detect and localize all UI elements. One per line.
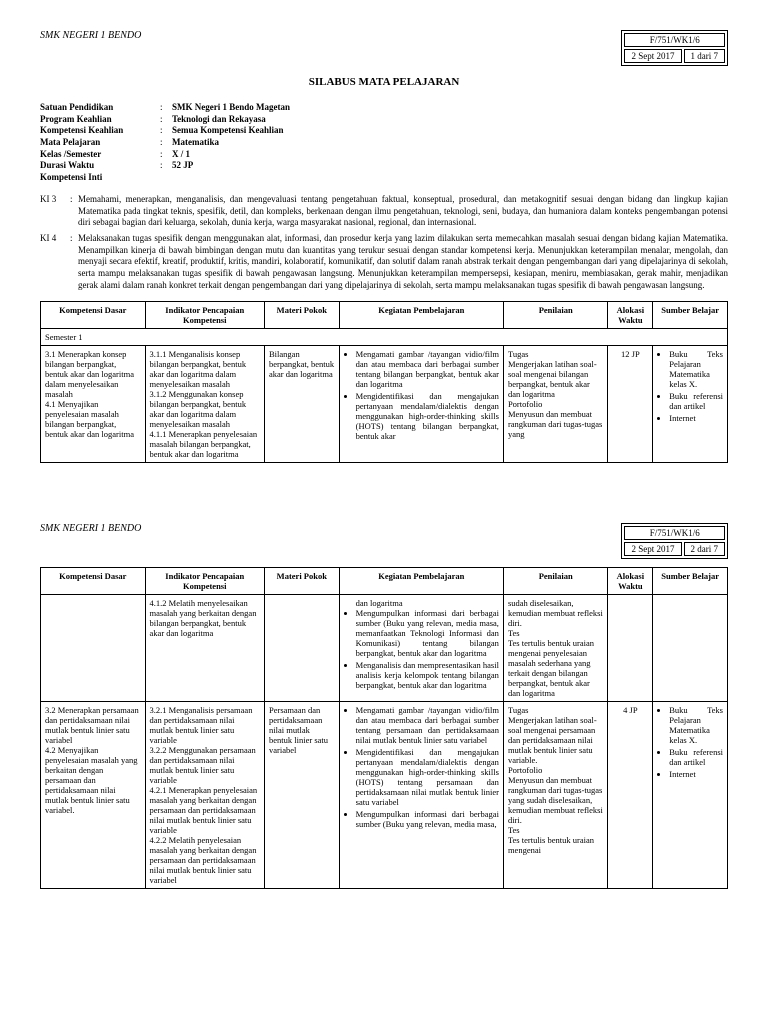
school-name: SMK NEGERI 1 BENDO	[40, 523, 141, 534]
cell-ipk: 4.1.2 Melatih menyelesaikan masalah yang…	[145, 595, 264, 702]
th-keg: Kegiatan Pembelajaran	[339, 568, 503, 595]
cell-aw: 4 JP	[608, 702, 653, 889]
school-name: SMK NEGERI 1 BENDO	[40, 30, 141, 41]
th-sb: Sumber Belajar	[653, 302, 728, 329]
cell-pen: TugasMengerjakan latihan soal-soal menge…	[503, 346, 608, 463]
cell-sb: Buku Teks Pelajaran Matematika kelas X. …	[653, 346, 728, 463]
ki-block: KI 3 : Memahami, menerapkan, menganalisi…	[40, 194, 728, 292]
doc-date: 2 Sept 2017	[624, 49, 681, 63]
cell-keg: Mengamati gambar /tayangan vidio/film da…	[339, 702, 503, 889]
cell-keg: dan logaritma Mengumpulkan informasi dar…	[339, 595, 503, 702]
table-row: 3.1 Menerapkan konsep bilangan berpangka…	[41, 346, 728, 463]
doc-page: 1 dari 7	[684, 49, 726, 63]
cell-pen: sudah diselesaikan, kemudian membuat ref…	[503, 595, 608, 702]
cell-mp: Persamaan dan pertidaksamaan nilai mutla…	[265, 702, 340, 889]
cell-kd: 3.1 Menerapkan konsep bilangan berpangka…	[41, 346, 146, 463]
page-header: SMK NEGERI 1 BENDO F/751/WK1/6 2 Sept 20…	[40, 523, 728, 559]
th-aw: Alokasi Waktu	[608, 568, 653, 595]
th-aw: Alokasi Waktu	[608, 302, 653, 329]
page-2: SMK NEGERI 1 BENDO F/751/WK1/6 2 Sept 20…	[40, 523, 728, 889]
syllabus-table-2: Kompetensi Dasar Indikator Pencapaian Ko…	[40, 567, 728, 889]
table-row: 3.2 Menerapkan persamaan dan pertidaksam…	[41, 702, 728, 889]
doc-date: 2 Sept 2017	[624, 542, 681, 556]
document-title: SILABUS MATA PELAJARAN	[40, 76, 728, 88]
th-mp: Materi Pokok	[265, 302, 340, 329]
table-row: 4.1.2 Melatih menyelesaikan masalah yang…	[41, 595, 728, 702]
th-ipk: Indikator Pencapaian Kompetensi	[145, 568, 264, 595]
cell-mp: Bilangan berpangkat, bentuk akar dan log…	[265, 346, 340, 463]
th-sb: Sumber Belajar	[653, 568, 728, 595]
doc-info-box: F/751/WK1/6 2 Sept 2017 2 dari 7	[621, 523, 728, 559]
syllabus-table-1: Kompetensi Dasar Indikator Pencapaian Ko…	[40, 301, 728, 463]
cell-ipk: 3.1.1 Menganalisis konsep bilangan berpa…	[145, 346, 264, 463]
cell-sb: Buku Teks Pelajaran Matematika kelas X. …	[653, 702, 728, 889]
doc-info-box: F/751/WK1/6 2 Sept 2017 1 dari 7	[621, 30, 728, 66]
doc-code: F/751/WK1/6	[624, 526, 725, 540]
cell-keg: Mengamati gambar /tayangan vidio/film da…	[339, 346, 503, 463]
th-kd: Kompetensi Dasar	[41, 568, 146, 595]
th-kd: Kompetensi Dasar	[41, 302, 146, 329]
th-pen: Penilaian	[503, 302, 608, 329]
th-keg: Kegiatan Pembelajaran	[339, 302, 503, 329]
semester-row: Semester 1	[41, 329, 728, 346]
info-block: Satuan Pendidikan:SMK Negeri 1 Bendo Mag…	[40, 102, 728, 184]
page-header: SMK NEGERI 1 BENDO F/751/WK1/6 2 Sept 20…	[40, 30, 728, 66]
page-1: SMK NEGERI 1 BENDO F/751/WK1/6 2 Sept 20…	[40, 30, 728, 463]
cell-aw: 12 JP	[608, 346, 653, 463]
ki3-text: Memahami, menerapkan, menganalisis, dan …	[78, 194, 728, 229]
doc-code: F/751/WK1/6	[624, 33, 725, 47]
cell-ipk: 3.2.1 Menganalisis persamaan dan pertida…	[145, 702, 264, 889]
cell-pen: TugasMengerjakan latihan soal-soal menge…	[503, 702, 608, 889]
cell-kd: 3.2 Menerapkan persamaan dan pertidaksam…	[41, 702, 146, 889]
th-mp: Materi Pokok	[265, 568, 340, 595]
th-ipk: Indikator Pencapaian Kompetensi	[145, 302, 264, 329]
th-pen: Penilaian	[503, 568, 608, 595]
doc-page: 2 dari 7	[684, 542, 726, 556]
ki4-text: Melaksanakan tugas spesifik dengan mengg…	[78, 233, 728, 291]
